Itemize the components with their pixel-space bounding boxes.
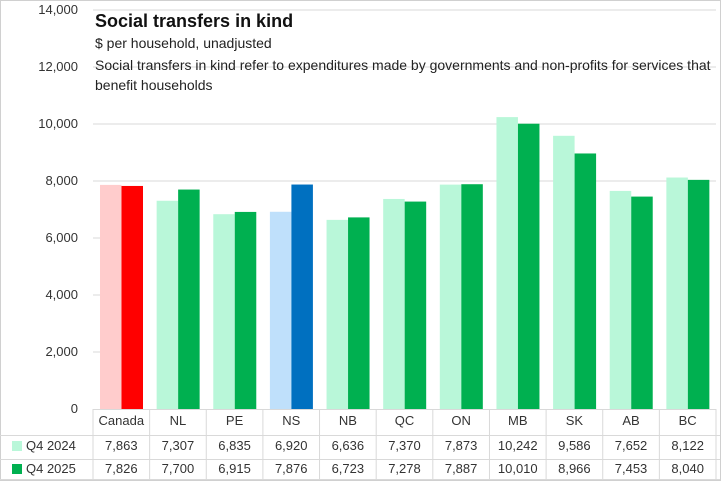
data-label-q4-2025: 6,915 — [218, 461, 251, 476]
y-tick-label: 4,000 — [45, 287, 78, 302]
legend-label: Q4 2024 — [26, 438, 76, 453]
data-label-q4-2024: 7,652 — [614, 438, 648, 453]
data-label-q4-2024: 6,920 — [274, 438, 308, 453]
bar-qc-q4-2025 — [404, 201, 427, 409]
bar-pe-q4-2025 — [234, 211, 257, 409]
chart-note: Social transfers in kind refer to expend… — [95, 57, 711, 93]
data-label-q4-2024: 7,863 — [105, 438, 138, 453]
bar-nb-q4-2024 — [326, 219, 349, 409]
x-tick-label: QC — [394, 413, 415, 428]
bar-ab-q4-2025 — [631, 196, 653, 409]
x-tick-label: SK — [565, 413, 584, 428]
x-tick-label: NS — [282, 413, 301, 428]
y-tick-label: 6,000 — [45, 230, 78, 245]
x-tick-label: AB — [622, 413, 640, 428]
bar-canada-q4-2024 — [100, 184, 122, 409]
bar-ns-q4-2024 — [269, 211, 292, 409]
bar-ns-q4-2025 — [291, 184, 313, 409]
data-label-q4-2025: 10,010 — [497, 461, 538, 476]
y-tick-label: 0 — [70, 401, 78, 416]
data-label-q4-2024: 10,242 — [497, 438, 538, 453]
bar-canada-q4-2025 — [121, 185, 143, 409]
legend-entry: Q4 2024 — [12, 438, 76, 453]
bar-pe-q4-2024 — [213, 214, 235, 409]
bar-nl-q4-2024 — [156, 200, 179, 409]
bar-on-q4-2025 — [461, 184, 483, 409]
y-tick-label: 12,000 — [38, 59, 78, 74]
x-tick-label: ON — [451, 413, 471, 428]
bar-ab-q4-2024 — [609, 190, 632, 409]
data-label-q4-2025: 7,826 — [105, 461, 138, 476]
bar-bc-q4-2024 — [666, 177, 688, 409]
bar-bc-q4-2025 — [687, 179, 710, 409]
legend-label: Q4 2025 — [26, 461, 76, 476]
y-tick-label: 2,000 — [45, 344, 78, 359]
bar-sk-q4-2025 — [574, 153, 597, 409]
bar-mb-q4-2024 — [496, 117, 518, 409]
data-label-q4-2025: 7,700 — [161, 461, 195, 476]
y-tick-label: 10,000 — [38, 116, 78, 131]
data-label-q4-2025: 7,876 — [274, 461, 308, 476]
x-tick-label: PE — [225, 413, 244, 428]
data-label-q4-2024: 7,873 — [444, 438, 478, 453]
bar-nl-q4-2025 — [178, 189, 200, 409]
data-label-q4-2025: 7,887 — [444, 461, 478, 476]
data-label-q4-2025: 6,723 — [331, 461, 365, 476]
data-label-q4-2024: 6,636 — [331, 438, 365, 453]
data-label-q4-2024: 7,370 — [388, 438, 421, 453]
y-tick-label: 14,000 — [38, 2, 78, 17]
data-label-q4-2025: 8,040 — [671, 461, 704, 476]
x-tick-label: MB — [508, 413, 528, 428]
bar-nb-q4-2025 — [348, 217, 370, 409]
data-label-q4-2024: 8,122 — [671, 438, 704, 453]
bar-qc-q4-2024 — [383, 198, 405, 409]
y-tick-label: 8,000 — [45, 173, 78, 188]
chart-title: Social transfers in kind — [95, 11, 294, 31]
x-tick-label: Canada — [98, 413, 145, 428]
bar-on-q4-2024 — [439, 184, 462, 409]
x-tick-label: BC — [678, 413, 697, 428]
data-label-q4-2025: 7,453 — [614, 461, 648, 476]
chart-subtitle: $ per household, unadjusted — [95, 35, 272, 51]
legend-swatch — [12, 464, 22, 474]
bar-mb-q4-2025 — [517, 123, 540, 409]
data-label-q4-2025: 7,278 — [388, 461, 421, 476]
data-label-q4-2024: 7,307 — [161, 438, 195, 453]
bar-sk-q4-2024 — [553, 135, 575, 409]
x-tick-label: NB — [338, 413, 357, 428]
data-label-q4-2024: 9,586 — [558, 438, 591, 453]
data-label-q4-2025: 8,966 — [558, 461, 591, 476]
x-tick-label: NL — [169, 413, 187, 428]
legend-swatch — [12, 441, 22, 451]
legend-entry: Q4 2025 — [12, 461, 76, 476]
data-label-q4-2024: 6,835 — [218, 438, 251, 453]
